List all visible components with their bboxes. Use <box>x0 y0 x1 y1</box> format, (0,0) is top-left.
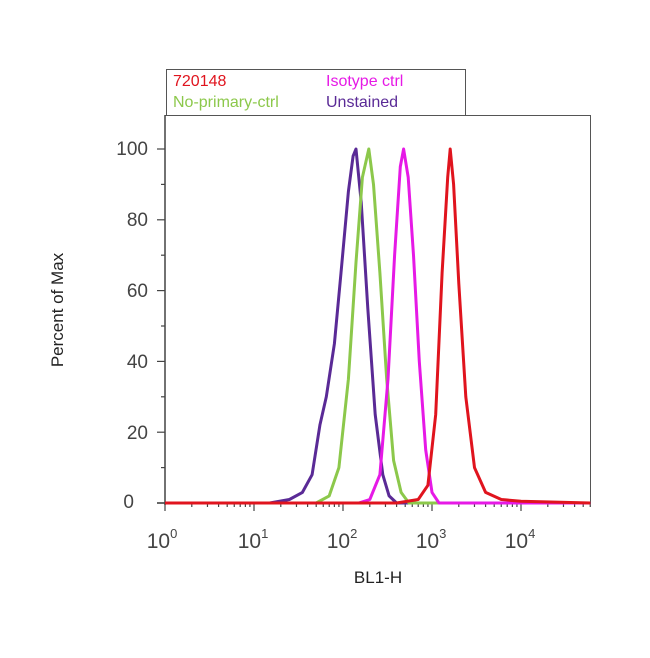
legend-item-isotype-ctrl: Isotype ctrl <box>326 73 404 90</box>
legend-item-720148: 720148 <box>173 73 227 90</box>
y-tick-label-20: 20 <box>126 423 148 444</box>
y-axis-label: Percent of Max <box>48 252 67 368</box>
x-axis-label: BL1-H <box>353 568 403 587</box>
x-tick-label-1e1: 101 <box>237 526 269 553</box>
chart-legend: 720148 Isotype ctrl No-primary-ctrl Unst… <box>166 69 466 115</box>
series-line-isotype-ctrl <box>165 147 591 505</box>
series-line-unstained <box>165 147 591 505</box>
x-tick-label-1e4: 104 <box>504 526 536 553</box>
series-line-no-primary-ctrl <box>165 147 591 505</box>
x-tick-label-1e2: 102 <box>326 526 358 553</box>
y-tick-label-80: 80 <box>126 210 148 231</box>
series-line-720148 <box>165 147 591 505</box>
y-tick-label-60: 60 <box>126 281 148 302</box>
y-tick-label-0: 0 <box>123 492 134 513</box>
y-tick-label-100: 100 <box>116 139 148 160</box>
x-tick-label-1e0: 100 <box>146 526 178 553</box>
y-tick-label-40: 40 <box>126 352 148 373</box>
plot-area <box>165 115 591 503</box>
legend-item-unstained: Unstained <box>326 94 399 111</box>
legend-item-no-primary-ctrl: No-primary-ctrl <box>173 94 279 111</box>
x-tick-label-1e3: 103 <box>415 526 447 553</box>
